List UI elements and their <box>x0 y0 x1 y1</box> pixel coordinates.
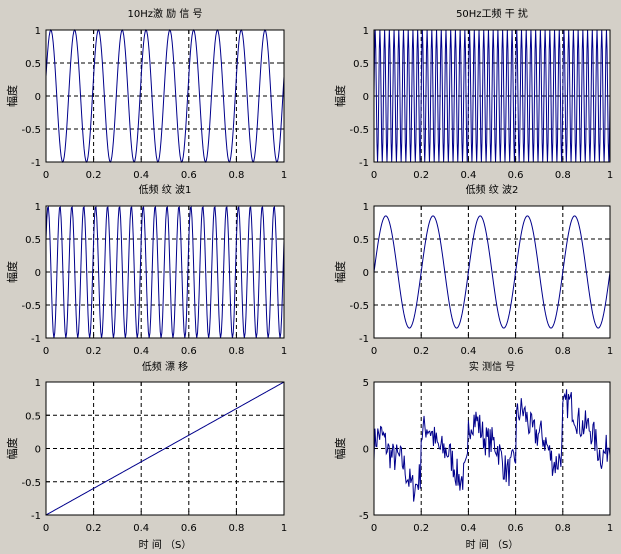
series-line-1 <box>45 28 285 164</box>
x-tick-label: 0.8 <box>555 523 571 534</box>
y-axis-label: 幅度 <box>333 261 347 283</box>
y-tick-label: 1 <box>363 202 369 213</box>
y-tick-label: -0.5 <box>21 301 41 312</box>
chart-title: 10Hz激 励 信 号 <box>127 7 202 20</box>
series-line-1 <box>373 215 611 329</box>
x-tick-label: 0.4 <box>460 523 476 534</box>
x-tick-label: 0 <box>371 523 377 534</box>
x-axis-label: 时 间 （S） <box>139 538 192 551</box>
chart-title: 实 测信 号 <box>469 360 515 373</box>
y-tick-label: 0 <box>363 445 369 456</box>
x-tick-label: 0.2 <box>413 170 429 181</box>
x-tick-label: 0 <box>371 170 377 181</box>
y-axis-label: 幅度 <box>333 85 347 107</box>
x-tick-label: 0 <box>43 170 49 181</box>
chart-title: 低频 纹 波1 <box>139 183 192 196</box>
x-tick-label: 0.4 <box>460 170 476 181</box>
x-tick-label: 0.2 <box>413 523 429 534</box>
y-axis-label: 幅度 <box>5 261 19 283</box>
y-tick-label: 0 <box>363 92 369 103</box>
x-tick-label: 0.4 <box>133 346 149 357</box>
x-tick-label: 0 <box>371 346 377 357</box>
y-axis-label: 幅度 <box>5 438 19 460</box>
y-axis-label: 幅度 <box>333 438 347 460</box>
x-tick-label: 0.4 <box>460 346 476 357</box>
x-tick-label: 1 <box>607 346 613 357</box>
x-tick-label: 0.6 <box>508 346 524 357</box>
x-tick-label: 0.6 <box>181 170 197 181</box>
x-tick-label: 1 <box>607 170 613 181</box>
y-tick-label: 0.5 <box>25 59 41 70</box>
y-tick-label: 1 <box>363 26 369 37</box>
y-tick-label: -1 <box>31 158 41 169</box>
y-tick-label: 0.5 <box>25 235 41 246</box>
chart-title: 50Hz工频 干 扰 <box>456 7 528 20</box>
x-tick-label: 0.4 <box>133 170 149 181</box>
subplot-2: 0 0.2 0.4 0.6 0.8 1 1 0.5 0 -0.5 -1 幅度 50Hz工频 干 扰 <box>333 7 613 181</box>
x-tick-label: 0.6 <box>181 346 197 357</box>
y-tick-label: 0 <box>363 268 369 279</box>
y-tick-label: -1 <box>31 334 41 345</box>
subplot-5: 0 0.2 0.4 0.6 0.8 1 1 0.5 0 -0.5 -1 幅度 低频 漂 移时 间 （S） <box>5 360 287 551</box>
y-tick-label: -0.5 <box>21 478 41 489</box>
x-tick-label: 0.2 <box>86 523 102 534</box>
y-tick-label: -0.5 <box>349 301 369 312</box>
y-tick-label: 0 <box>35 268 41 279</box>
x-tick-label: 0 <box>43 346 49 357</box>
x-tick-label: 0.6 <box>508 523 524 534</box>
axes-frame <box>373 205 611 339</box>
x-tick-label: 0.8 <box>228 523 244 534</box>
x-tick-label: 1 <box>281 523 287 534</box>
x-tick-label: 1 <box>281 170 287 181</box>
x-tick-label: 0.8 <box>555 170 571 181</box>
y-tick-label: -1 <box>359 158 369 169</box>
x-tick-label: 0.2 <box>413 346 429 357</box>
x-tick-label: 0.2 <box>86 346 102 357</box>
chart-title: 低频 漂 移 <box>142 360 188 373</box>
subplot-1: 0 0.2 0.4 0.6 0.8 1 1 0.5 0 -0.5 -1 幅度 10Hz激 励 信 号 <box>5 7 287 181</box>
x-tick-label: 0.8 <box>555 346 571 357</box>
y-tick-label: 0.5 <box>353 59 369 70</box>
y-tick-label: 0 <box>35 92 41 103</box>
y-tick-label: 1 <box>35 202 41 213</box>
y-tick-label: 0.5 <box>353 235 369 246</box>
y-tick-label: 5 <box>363 378 369 389</box>
subplot-4: 0 0.2 0.4 0.6 0.8 1 1 0.5 0 -0.5 -1 幅度 低频 纹 波2 <box>333 183 613 357</box>
x-tick-label: 0 <box>43 523 49 534</box>
y-tick-label: -1 <box>359 334 369 345</box>
series-line-1 <box>45 381 285 516</box>
y-tick-label: -5 <box>359 511 369 522</box>
axes-frame <box>45 381 285 516</box>
x-tick-label: 0.8 <box>228 170 244 181</box>
y-tick-label: 0 <box>35 445 41 456</box>
x-tick-label: 0.2 <box>86 170 102 181</box>
subplot-3: 0 0.2 0.4 0.6 0.8 1 1 0.5 0 -0.5 -1 幅度 低频 纹 波1 <box>5 183 287 357</box>
x-tick-label: 1 <box>281 346 287 357</box>
axes-frame <box>45 205 285 339</box>
series-line-1 <box>373 389 611 502</box>
x-tick-label: 0.8 <box>228 346 244 357</box>
x-tick-label: 0.6 <box>508 170 524 181</box>
chart-title: 低频 纹 波2 <box>466 183 519 196</box>
y-tick-label: -0.5 <box>349 125 369 136</box>
y-axis-label: 幅度 <box>5 85 19 107</box>
axes-frame <box>373 381 611 516</box>
x-tick-label: 1 <box>607 523 613 534</box>
y-tick-label: 1 <box>35 378 41 389</box>
x-tick-label: 0.4 <box>133 523 149 534</box>
series-line-1 <box>373 29 611 163</box>
x-axis-label: 时 间 （S） <box>466 538 519 551</box>
y-tick-label: -1 <box>31 511 41 522</box>
axes-frame <box>45 29 285 163</box>
x-tick-label: 0.6 <box>181 523 197 534</box>
axes-frame <box>373 29 611 163</box>
y-tick-label: -0.5 <box>21 125 41 136</box>
y-tick-label: 0.5 <box>25 411 41 422</box>
y-tick-label: 1 <box>35 26 41 37</box>
